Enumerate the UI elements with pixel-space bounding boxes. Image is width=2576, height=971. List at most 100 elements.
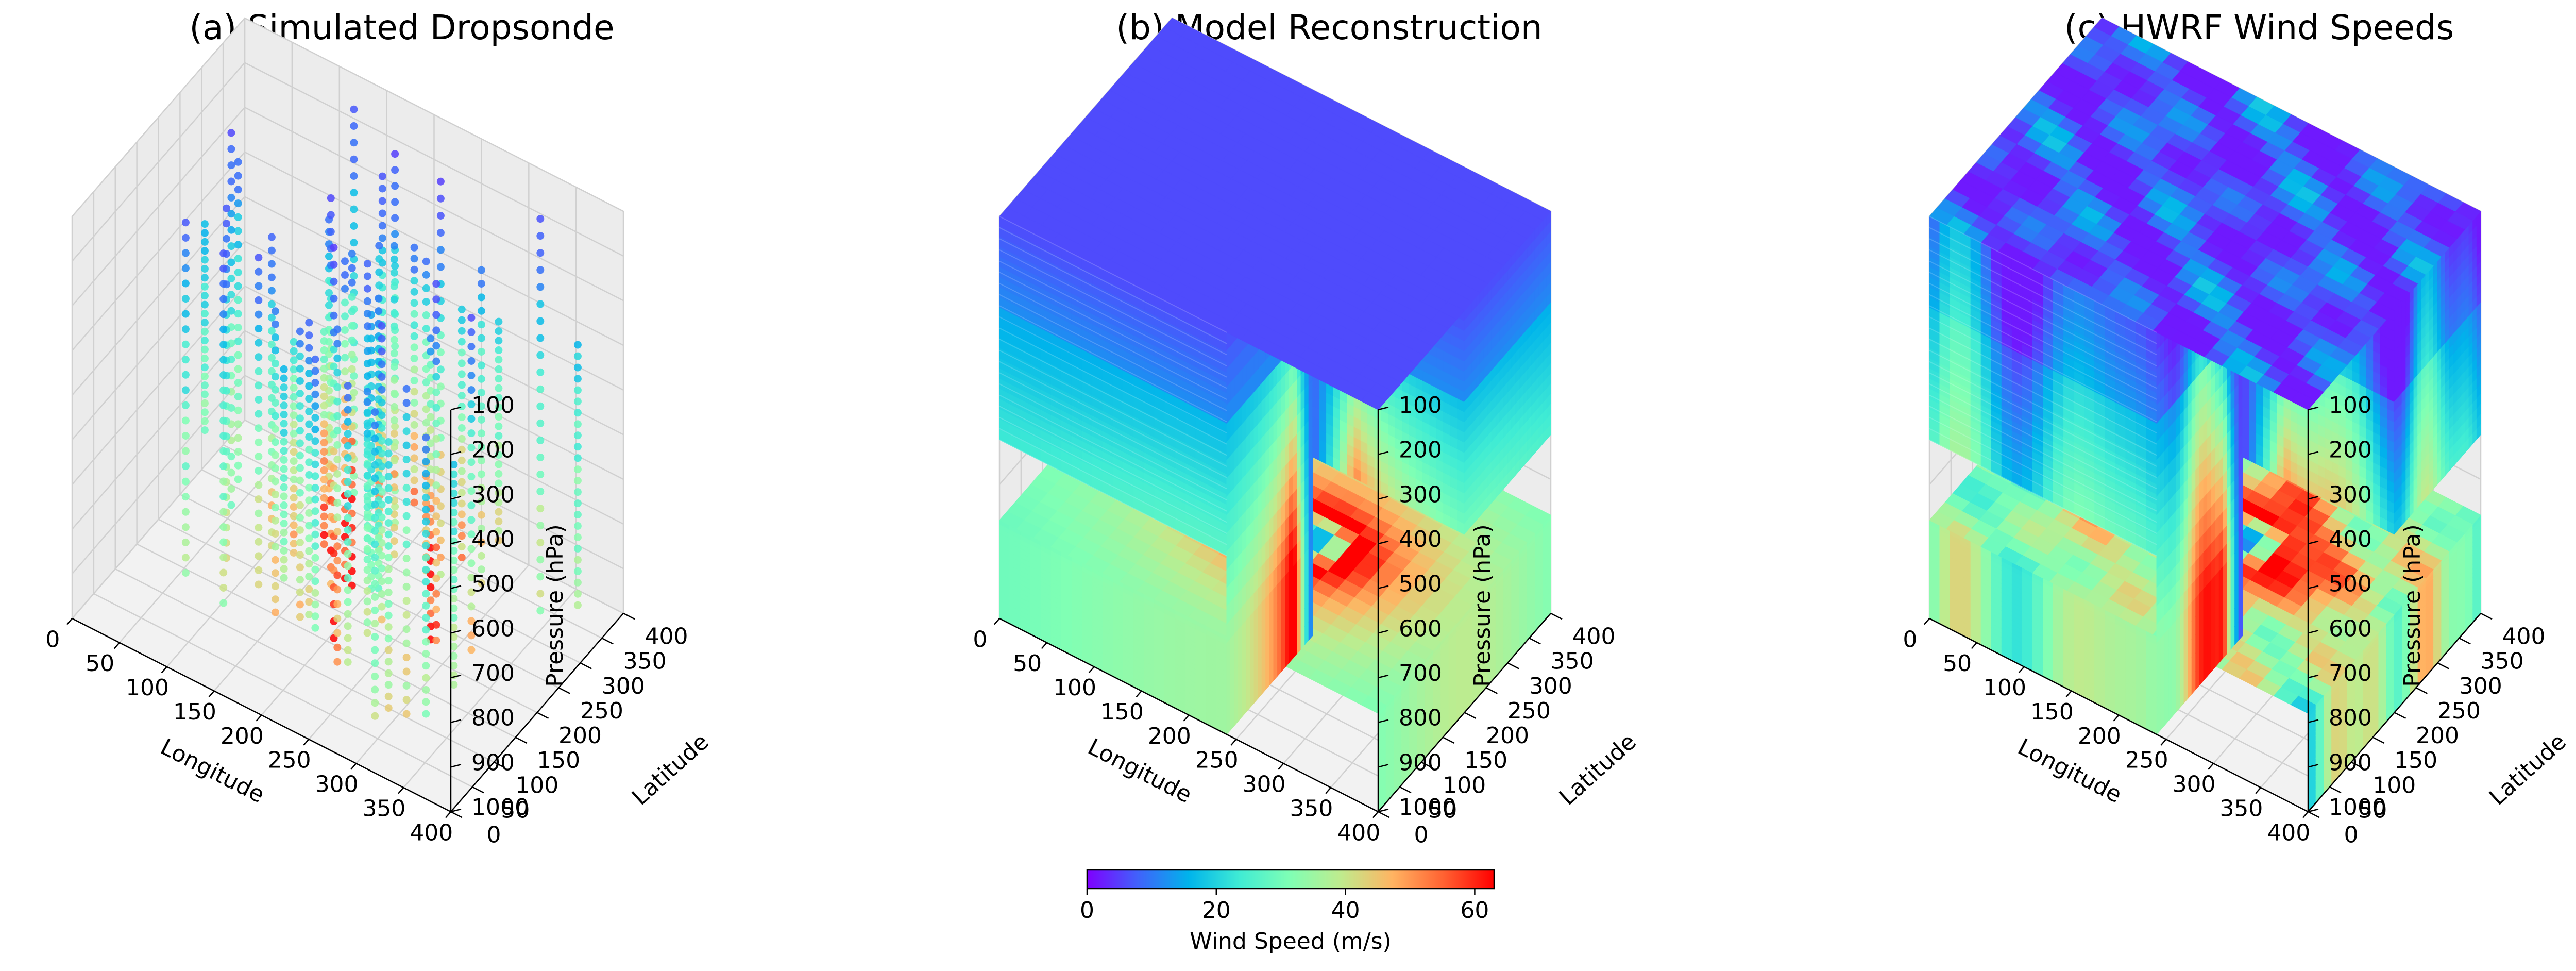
dropsonde-point [495,337,503,345]
dropsonde-profile [363,388,371,637]
dropsonde-profile [402,384,411,718]
gridline-z [72,151,624,351]
dropsonde-point [227,274,235,282]
dropsonde-point [450,681,458,689]
dropsonde-point [219,568,228,577]
dropsonde-point [200,310,209,317]
dropsonde-point [410,454,418,462]
dropsonde-point [363,310,371,318]
dropsonde-point [200,256,209,264]
dropsonde-point [467,487,476,495]
dropsonde-point [378,322,386,330]
dropsonde-point [371,487,379,495]
dropsonde-point [495,498,503,507]
dropsonde-point [457,305,466,313]
dropsonde-point [280,429,288,437]
dropsonde-point [363,272,371,280]
dropsonde-point [348,249,356,258]
dropsonde-point [344,406,352,414]
dropsonde-point [457,510,466,518]
dropsonde-point [536,249,545,257]
dropsonde-point [495,375,503,383]
dropsonde-point [536,419,545,427]
dropsonde-point [311,507,319,515]
dropsonde-point [410,443,418,451]
dropsonde-point [234,296,242,304]
dropsonde-point [422,698,430,706]
y-tick [494,761,506,769]
dropsonde-point [327,194,335,202]
dropsonde-point [477,470,485,478]
dropsonde-point [390,483,398,492]
dropsonde-point [378,437,386,445]
dropsonde-point [344,562,352,570]
x-tick-label: 50 [86,650,114,677]
dropsonde-point [422,418,430,427]
dropsonde-point [402,710,411,718]
dropsonde-point [536,300,545,308]
dropsonde-point [344,646,352,654]
dropsonde-point [371,474,379,482]
dropsonde-point [384,611,393,620]
dropsonde-point [422,257,430,265]
dropsonde-point [384,473,393,481]
dropsonde-point [573,488,582,496]
dropsonde-point [350,155,358,163]
y-tick [623,612,635,620]
dropsonde-point [333,557,342,565]
dropsonde-point [344,430,352,438]
dropsonde-point [477,511,485,519]
dropsonde-point [200,300,209,309]
dropsonde-point [378,424,386,432]
dropsonde-point [272,373,279,381]
dropsonde-point [378,449,386,458]
z-tick [450,764,462,768]
dropsonde-point [333,412,342,420]
y-tick-label: 350 [623,648,667,675]
dropsonde-point [495,517,503,526]
y-tick [536,712,549,719]
dropsonde-point [384,484,393,492]
dropsonde-point [378,347,386,356]
dropsonde-point [384,449,393,458]
panels: (a) Simulated Dropsonde05010015020025030… [45,8,2571,848]
dropsonde-profile [267,233,276,550]
dropsonde-point [181,493,190,501]
dropsonde-point [432,388,440,396]
dropsonde-point [350,222,358,230]
dropsonde-point [227,145,235,153]
dropsonde-point [363,440,371,448]
dropsonde-point [267,367,276,375]
dropsonde-point [422,578,430,586]
dropsonde-point [350,372,358,380]
dropsonde-point [410,421,418,429]
dropsonde-point [255,524,263,532]
dropsonde-point [573,522,582,530]
dropsonde-point [371,566,379,575]
dropsonde-point [384,530,393,539]
dropsonde-point [432,342,440,350]
dropsonde-point [402,540,411,548]
dropsonde-point [402,639,411,647]
dropsonde-point [432,419,440,427]
dropsonde-point [200,220,209,228]
dropsonde-point [536,556,545,564]
dropsonde-point [371,646,379,654]
dropsonde-point [432,528,440,536]
dropsonde-point [311,483,319,492]
dropsonde-point [280,574,288,582]
dropsonde-point [536,522,545,530]
dropsonde-point [330,345,338,354]
dropsonde-point [280,501,288,509]
dropsonde-point [432,481,440,490]
dropsonde-point [181,371,190,379]
dropsonde-point [305,319,313,327]
dropsonde-point [422,311,430,319]
dropsonde-profile [536,215,545,615]
dropsonde-point [320,448,328,456]
volume-cell [1281,648,1286,673]
dropsonde-point [327,228,335,236]
dropsonde-point [536,334,545,342]
dropsonde-point [296,414,304,423]
